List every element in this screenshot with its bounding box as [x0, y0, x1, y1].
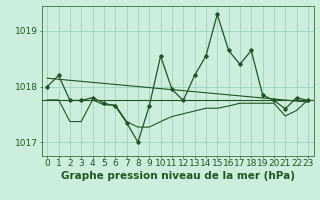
X-axis label: Graphe pression niveau de la mer (hPa): Graphe pression niveau de la mer (hPa) [60, 171, 295, 181]
